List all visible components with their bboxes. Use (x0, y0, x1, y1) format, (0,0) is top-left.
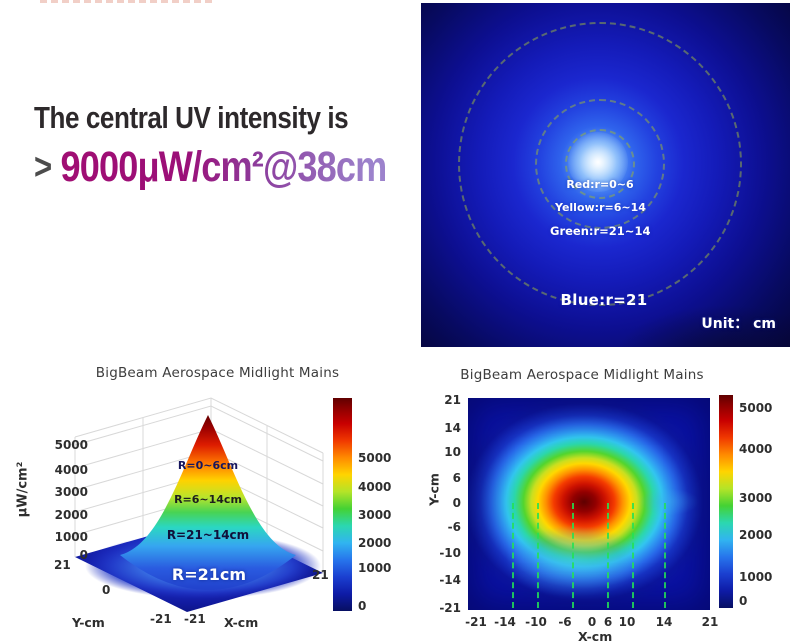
x-tick-m21: -21 (184, 612, 206, 626)
cb-tick-2000: 2000 (358, 536, 392, 550)
headline-block: The central UV intensity is >9000μW/cm²@… (34, 100, 387, 192)
z-tick-2000: 2000 (54, 508, 88, 522)
surface-anno-r21: R=21cm (171, 565, 247, 584)
hm-y-m10: -10 (439, 546, 461, 560)
heatmap-colorbar (719, 395, 733, 608)
dashed-guide-14 (664, 503, 666, 608)
surface-anno-r21-14: R=21~14cm (166, 528, 250, 542)
hm-x-m6: -6 (558, 615, 572, 629)
cropped-text-fragment (40, 0, 212, 3)
z-tick-3000: 3000 (54, 485, 88, 499)
z-tick-5000: 5000 (54, 438, 88, 452)
cb-tick-4000: 4000 (358, 480, 392, 494)
hm-cb-4000: 4000 (739, 442, 773, 456)
surface-anno-r6-14: R=6~14cm (174, 493, 242, 506)
hm-cb-2000: 2000 (739, 528, 773, 542)
dashed-guide-m10 (537, 503, 539, 608)
greater-than-symbol: > (34, 146, 53, 187)
dashed-guide-m14 (512, 503, 514, 608)
hm-cb-3000: 3000 (739, 491, 773, 505)
dashed-guide-6 (607, 503, 609, 608)
surface-anno-r0-6: R=0~6cm (177, 459, 239, 472)
uv-value-line: >9000μW/cm²@38cm (34, 143, 387, 192)
z-tick-4000: 4000 (54, 463, 88, 477)
heatmap-area (468, 398, 710, 610)
cb-tick-5000: 5000 (358, 451, 392, 465)
hm-x-21: 21 (701, 615, 719, 629)
heatmap-chart: BigBeam Aerospace Midlight Mains 21 14 1… (405, 362, 799, 642)
x-tick-21: 21 (312, 568, 329, 582)
surface-chart-title: BigBeam Aerospace Midlight Mains (95, 365, 340, 381)
hm-y-6: 6 (452, 471, 461, 485)
heatmap-x-axis-label: X-cm (578, 629, 613, 642)
surface-3d-chart: BigBeam Aerospace Midlight Mains (10, 362, 400, 642)
z-tick-0: 0 (79, 548, 88, 562)
cb-tick-3000: 3000 (358, 508, 392, 522)
heatmap-chart-title: BigBeam Aerospace Midlight Mains (460, 367, 704, 383)
map-vignette (570, 257, 790, 347)
zone-label-blue: Blue:r=21 (560, 291, 648, 309)
radial-intensity-map: Red:r=0~6 Yellow:r=6~14 Green:r=21~14 Bl… (421, 3, 790, 347)
y-tick-21: 21 (54, 558, 71, 572)
heatmap-y-axis-label: Y-cm (426, 473, 442, 506)
unit-label: Unit： cm (701, 316, 776, 332)
hm-x-m10: -10 (525, 615, 547, 629)
surface-3d-scene (74, 397, 324, 612)
gaussian-bell (120, 415, 296, 590)
hm-x-14: 14 (655, 615, 673, 629)
hm-y-14: 14 (444, 421, 461, 435)
hm-y-m14: -14 (439, 573, 461, 587)
zone-label-red: Red:r=0~6 (566, 178, 634, 191)
y-tick-m21: -21 (150, 612, 172, 626)
zone-label-yellow: Yellow:r=6~14 (555, 201, 646, 214)
surface-colorbar (333, 398, 352, 611)
uv-intensity-value: 9000μW/cm²@38cm (60, 143, 388, 191)
cb-tick-1000: 1000 (358, 561, 392, 575)
hm-y-m6: -6 (447, 520, 461, 534)
headline-text: The central UV intensity is (34, 100, 349, 135)
dashed-guide-m6 (572, 503, 574, 608)
y-tick-0: 0 (102, 583, 111, 597)
hm-y-21: 21 (444, 393, 461, 407)
cb-tick-0: 0 (358, 599, 367, 613)
hm-cb-1000: 1000 (739, 570, 773, 584)
hm-y-10: 10 (444, 445, 461, 459)
z-tick-1000: 1000 (54, 530, 88, 544)
hm-x-m21: -21 (465, 615, 487, 629)
surface-x-axis-label: X-cm (224, 615, 259, 630)
dashed-guide-10 (632, 503, 634, 608)
surface-y-axis-label: Y-cm (72, 615, 105, 630)
hm-y-0: 0 (452, 496, 461, 510)
zone-label-green: Green:r=21~14 (550, 224, 651, 238)
hm-x-6: 6 (603, 615, 613, 629)
hm-x-10: 10 (618, 615, 636, 629)
surface-z-axis-label: μW/cm² (15, 461, 31, 518)
hm-cb-5000: 5000 (739, 401, 773, 415)
hm-y-m21: -21 (439, 601, 461, 615)
hm-x-m14: -14 (494, 615, 516, 629)
hm-cb-0: 0 (739, 594, 748, 608)
hm-x-0: 0 (587, 615, 597, 629)
